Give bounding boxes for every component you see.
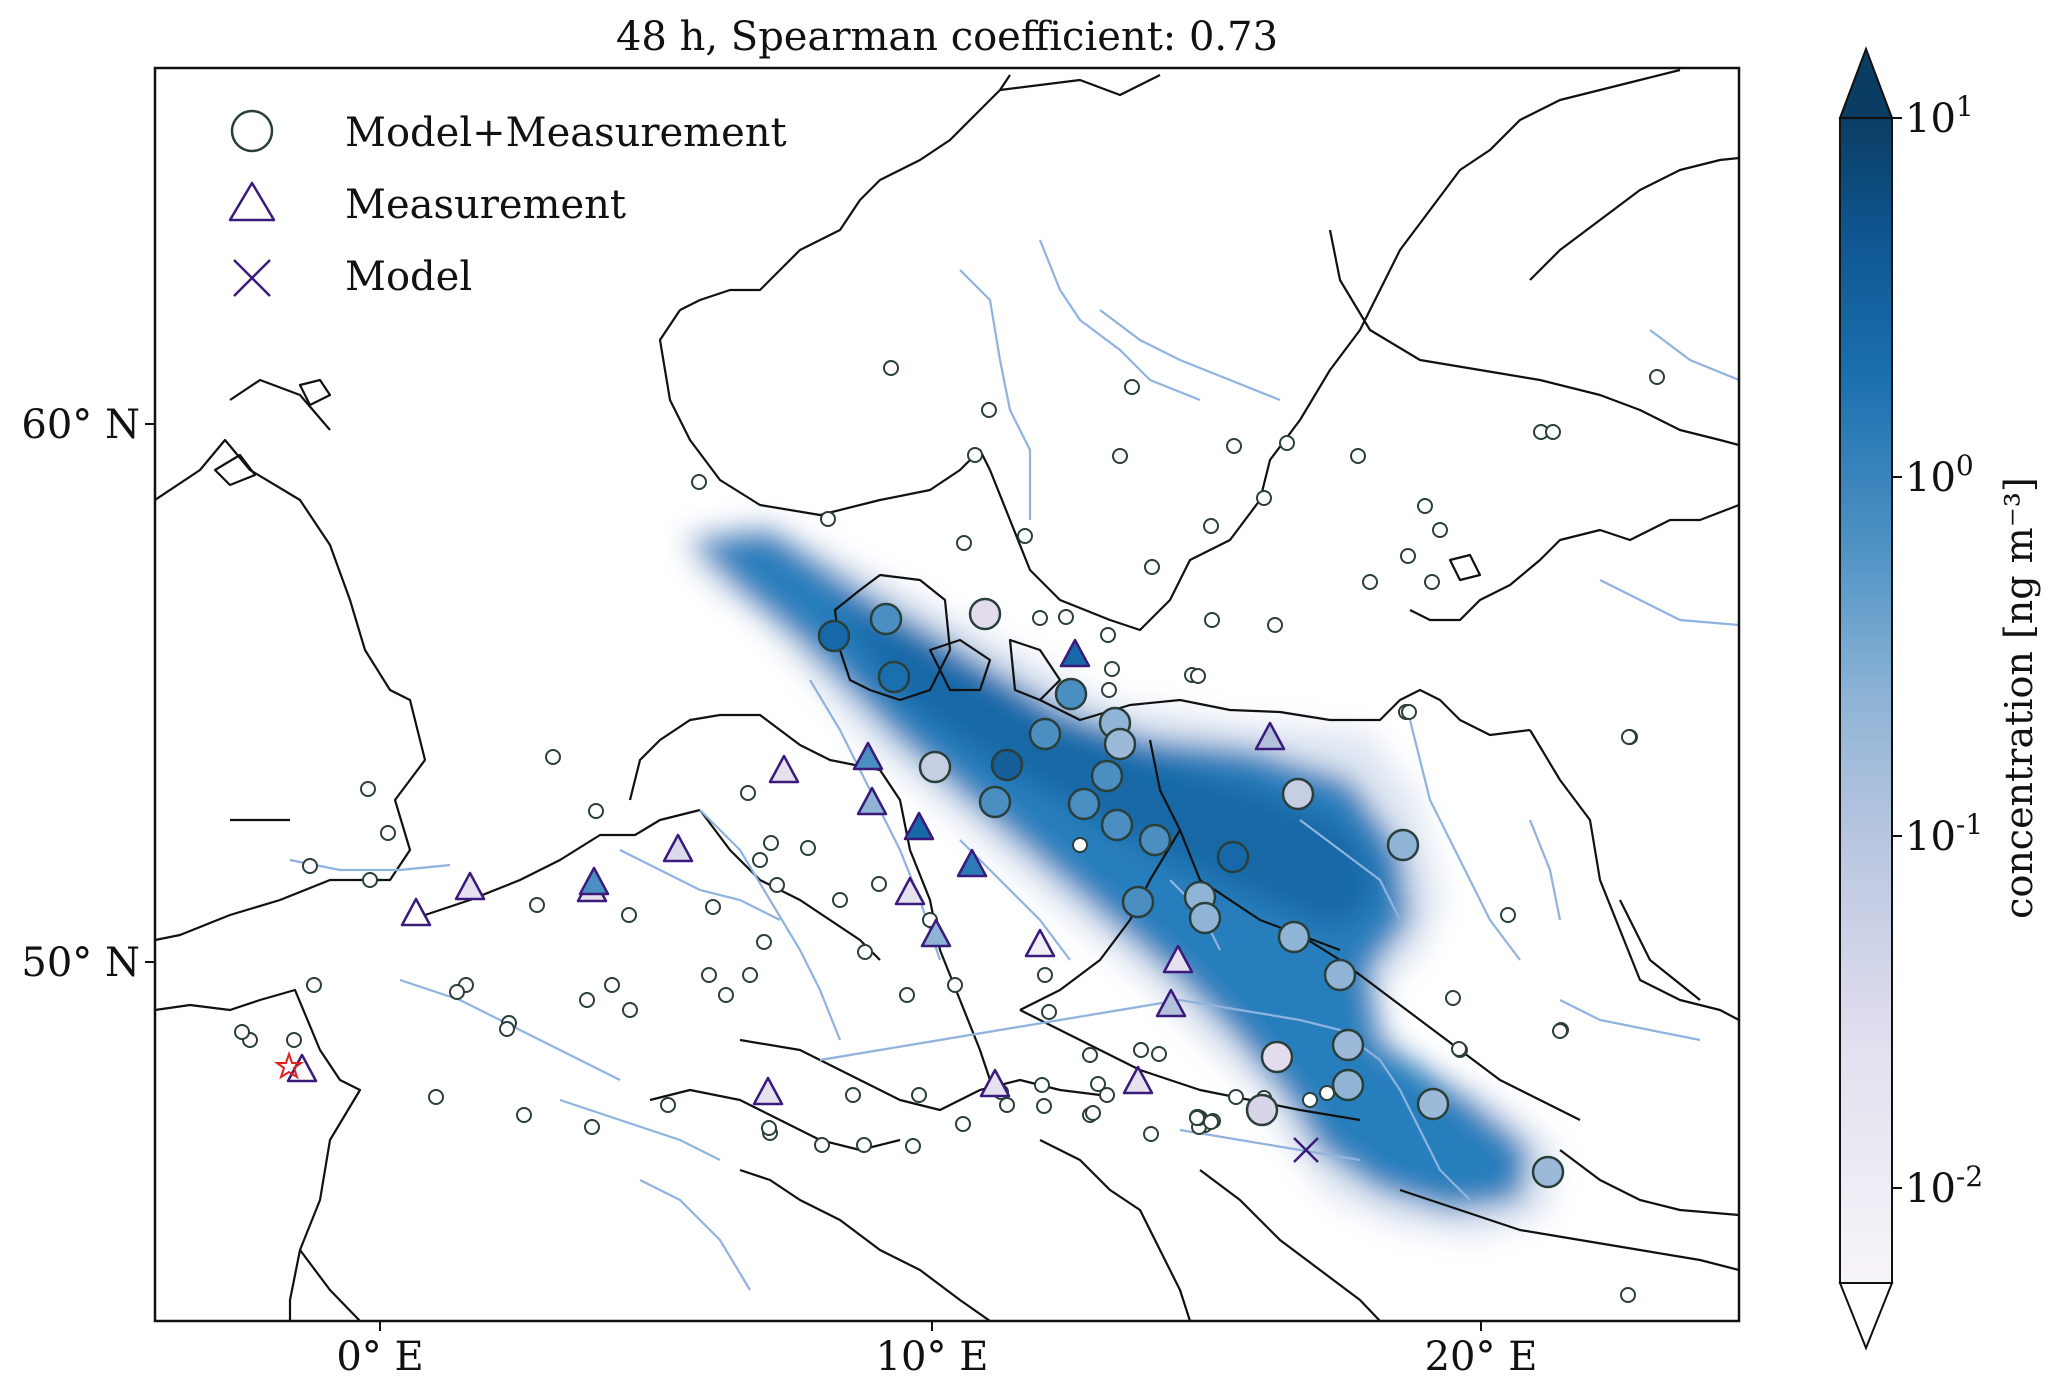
colorbar-tick-label: 101 (1905, 90, 1974, 142)
colorbar-gradient (1839, 117, 1893, 1284)
map (155, 68, 1739, 1321)
colorbar: 101 100 10-1 10-2 concentration [ng m⁻³] (1838, 46, 2041, 1351)
colorbar-label: concentration [ng m⁻³] (1997, 477, 2041, 919)
legend-triangle-icon (228, 181, 276, 222)
colorbar-tick-label: 10-1 (1905, 808, 1983, 860)
x-tick-label: 0° E (336, 1334, 423, 1380)
figure-title: 48 h, Spearman coefficient: 0.73 (616, 14, 1278, 60)
colorbar-top-arrow (1838, 46, 1894, 119)
legend: Model+Measurement Measurement Model (228, 109, 787, 300)
legend-label-measurement: Measurement (345, 182, 626, 228)
rivers (289, 239, 1739, 1291)
model-measurement-markers-small (234, 360, 1665, 1303)
colorbar-tick-label: 100 (1905, 449, 1974, 501)
source-star-icon (273, 1050, 305, 1080)
coastlines (155, 68, 1739, 1321)
legend-label-model: Model (345, 254, 472, 300)
colorbar-tick-label: 10-2 (1905, 1160, 1983, 1212)
model-marker (1293, 1137, 1319, 1163)
map-frame (153, 66, 1741, 1323)
y-tick-label: 60° N (21, 402, 140, 448)
measurement-markers (286, 638, 1286, 1106)
legend-label-model-measurement: Model+Measurement (345, 110, 787, 156)
x-tick-label: 20° E (1425, 1334, 1538, 1380)
colorbar-bottom-arrow (1838, 1282, 1894, 1351)
legend-x-icon (233, 259, 271, 297)
y-tick-label: 50° N (21, 940, 140, 986)
model-measurement-markers-large (817, 597, 1565, 1189)
axes (145, 423, 1482, 1331)
legend-circle-icon (230, 109, 274, 153)
x-tick-label: 10° E (876, 1334, 989, 1380)
